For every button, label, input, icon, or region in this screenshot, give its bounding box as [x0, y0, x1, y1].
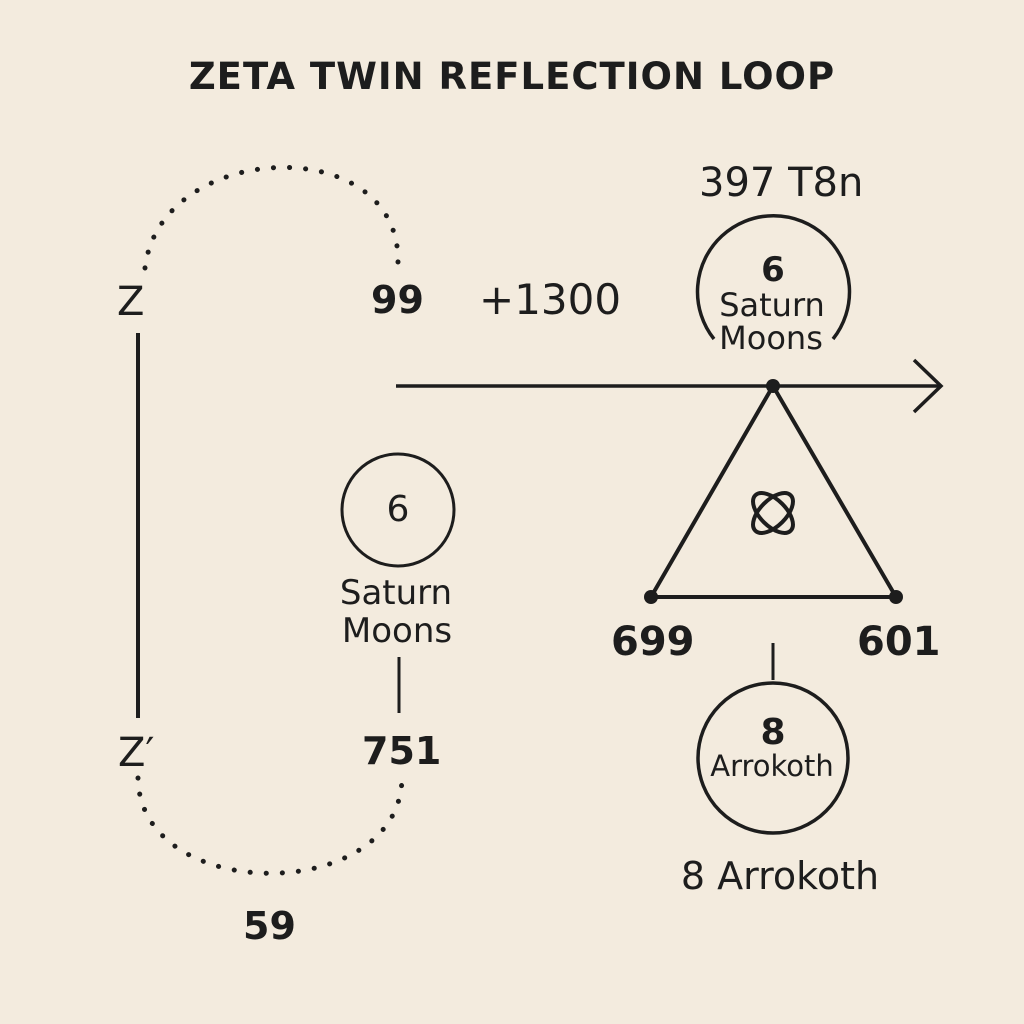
arrokoth-count: 8: [760, 712, 786, 753]
top-right-moon-label-line1: Saturn: [719, 286, 825, 324]
orbit-knot-icon: [751, 491, 795, 535]
side-loop-value: 751: [362, 729, 442, 773]
triangle-right-value: 601: [857, 619, 941, 665]
center-moon-count: 6: [386, 489, 410, 530]
top-right-moon-count: 6: [761, 250, 785, 290]
z-label: Z: [117, 279, 145, 325]
triangle: [649, 384, 898, 599]
top-right-partial-circle: [695, 214, 852, 341]
diagram-title: ZETA TWIN REFLECTION LOOP: [188, 55, 836, 98]
top-right-moon-label-line2: Moons: [719, 319, 823, 357]
center-moon-label-line2: Moons: [341, 611, 453, 651]
triangle-top-vertex: [766, 379, 780, 393]
triangle-left-value: 699: [611, 619, 695, 665]
center-moon-circle: [340, 452, 456, 568]
arrokoth-circle-label: Arrokoth: [710, 749, 834, 783]
z-prime-label: Z′: [118, 730, 155, 776]
triangle-left-vertex: [644, 590, 658, 604]
top-loop-value: 99: [371, 278, 424, 322]
arrokoth-caption: 8 Arrokoth: [680, 854, 880, 898]
arrow-head: [912, 358, 944, 414]
triangle-right-vertex: [889, 590, 903, 604]
top-right-header: 397 T8n: [699, 160, 864, 206]
bottom-loop-value: 59: [243, 904, 296, 948]
center-moon-label-line1: Saturn: [339, 573, 453, 613]
bottom-dotted-arc: [135, 775, 405, 876]
offset-label: +1300: [479, 275, 622, 324]
top-dotted-arc: [142, 164, 401, 271]
arrokoth-circle: [696, 681, 850, 835]
